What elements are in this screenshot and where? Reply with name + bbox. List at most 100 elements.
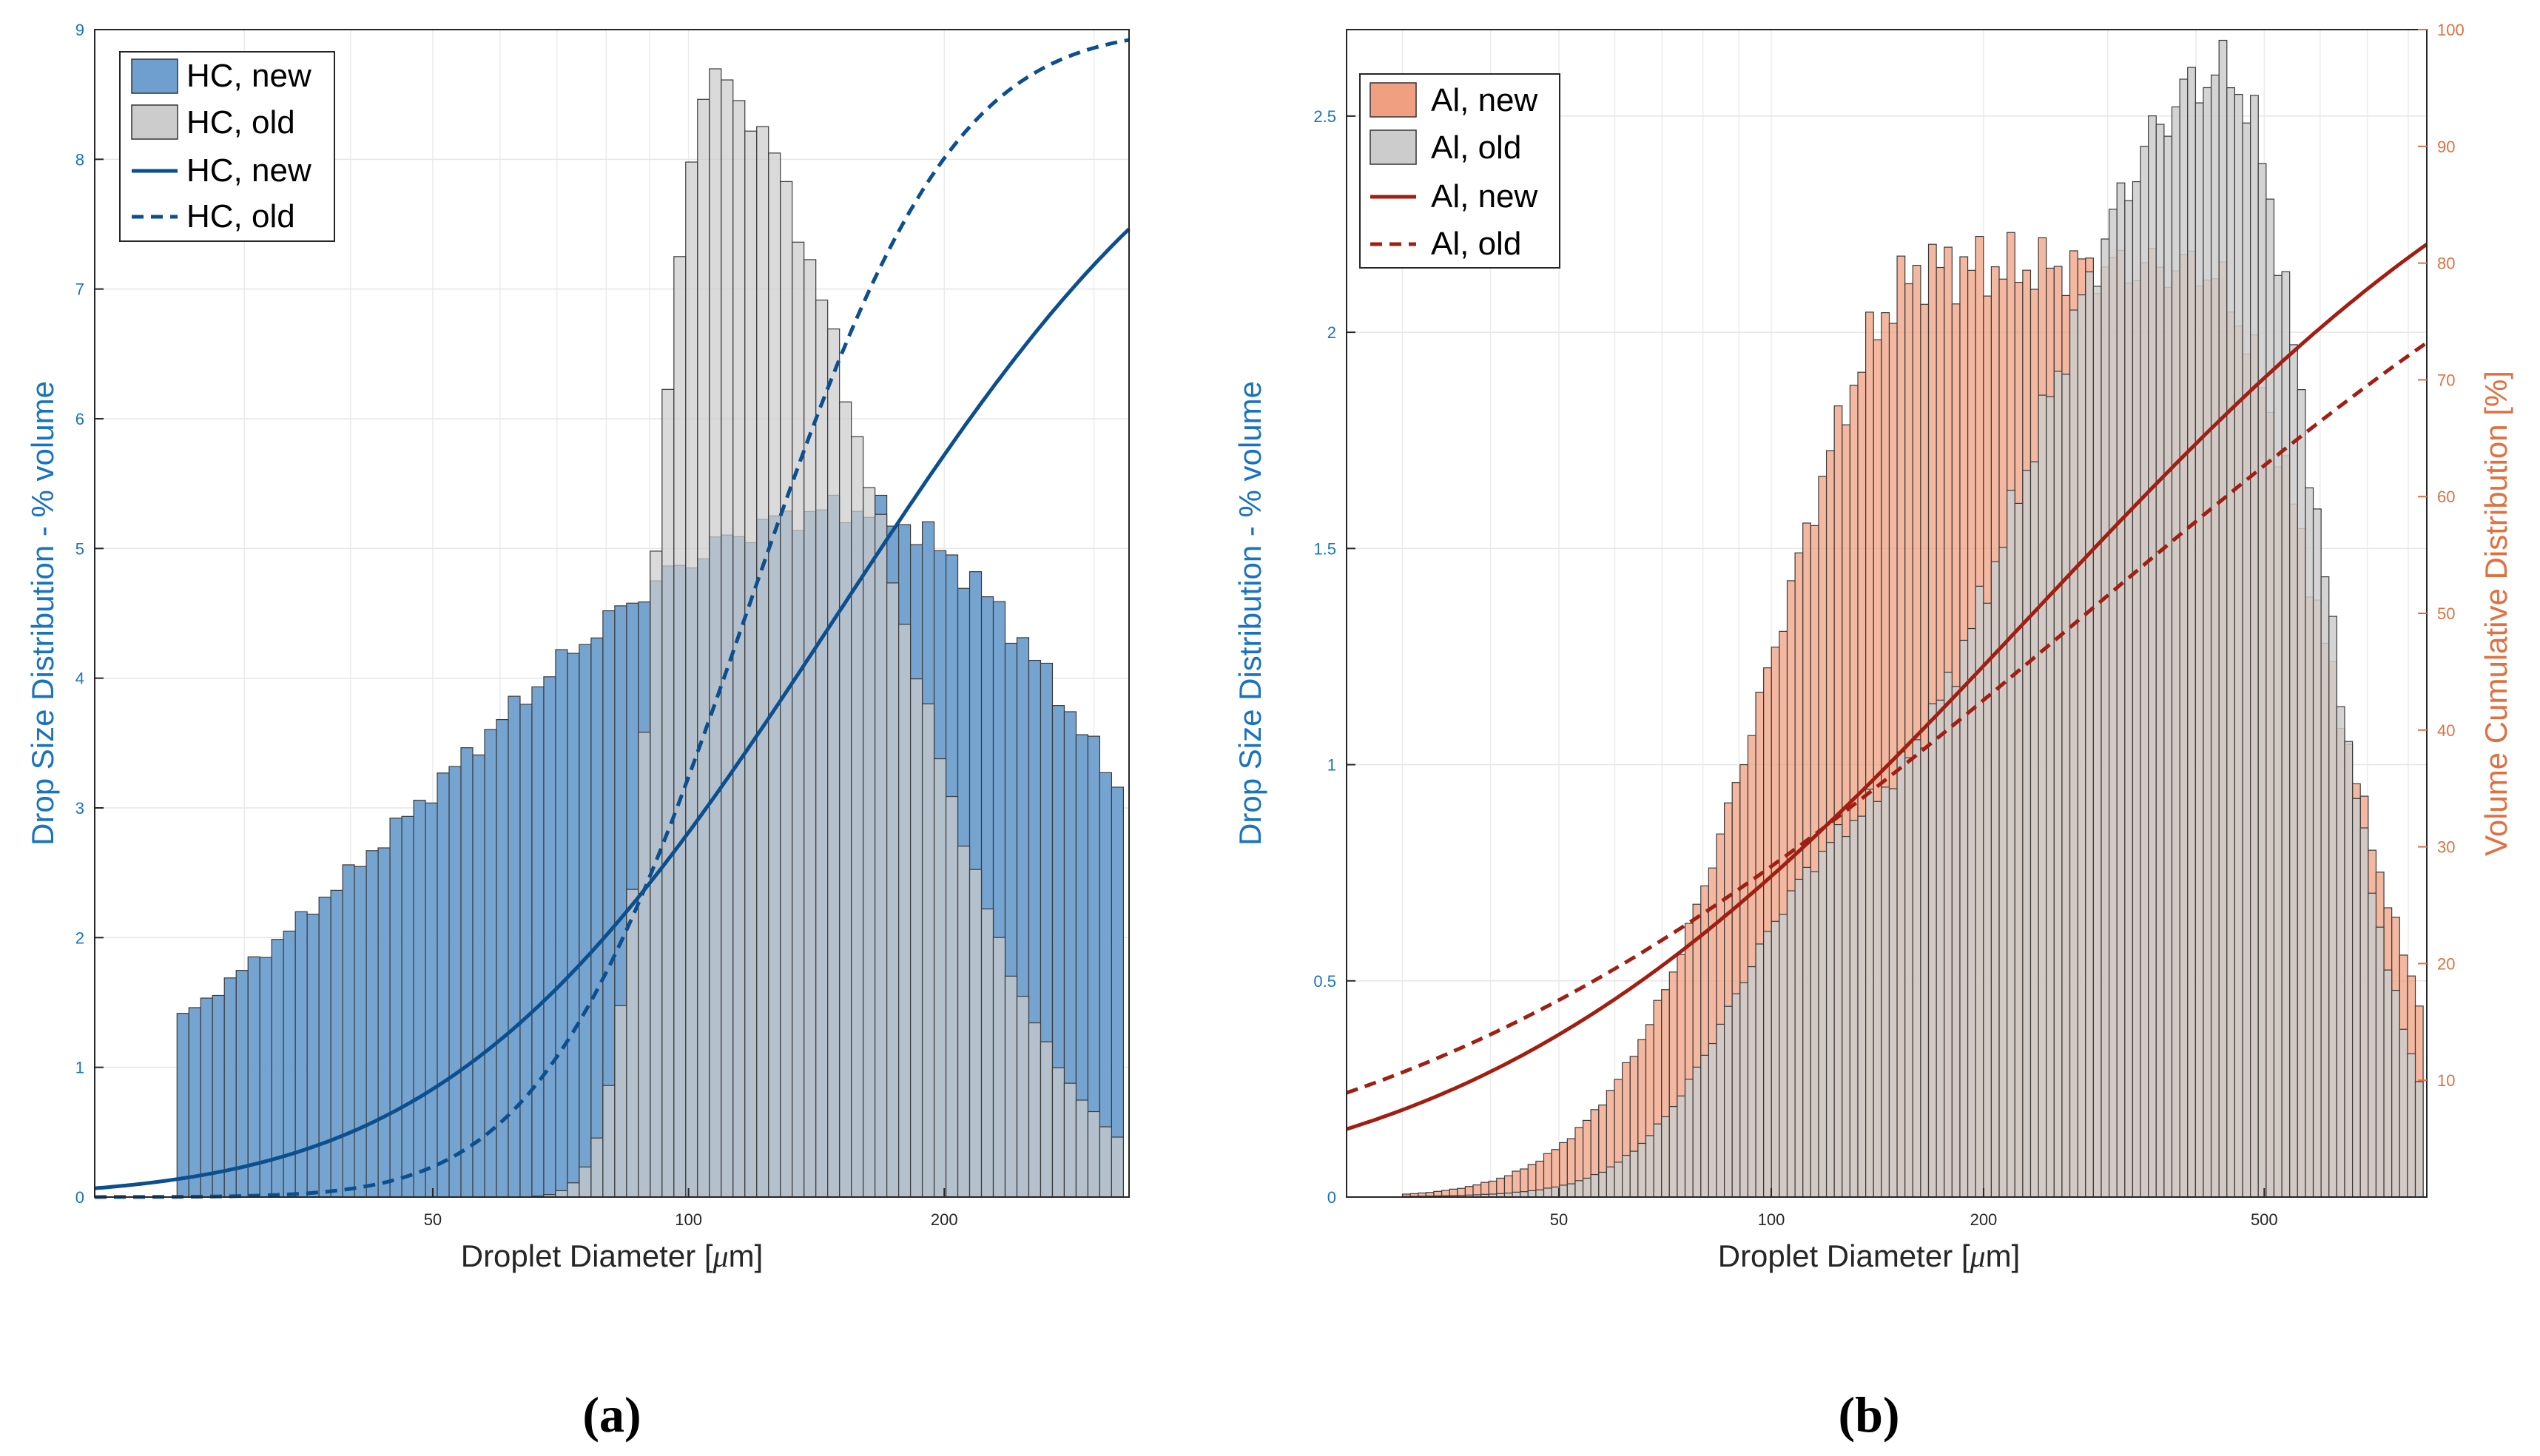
panel-b-old-bar	[2234, 94, 2243, 1198]
legend-label-hc-old-line: HC, old	[186, 198, 295, 235]
panel-a-old-bar	[579, 1166, 592, 1198]
panel-a-old-bar	[827, 328, 841, 1198]
panel-b-old-bar	[1559, 1184, 1568, 1198]
panel-b-old-bar	[2061, 374, 2071, 1198]
panel-b-old-bar	[2399, 1028, 2408, 1198]
panel-b-old-bar	[2351, 798, 2361, 1198]
panel-b-old-bar	[1810, 871, 1819, 1198]
panel-b-old-bar	[2218, 39, 2228, 1198]
panel-b-old-bar	[1983, 602, 1992, 1198]
panel-b-old-bar	[2140, 146, 2149, 1198]
panel-b-old-bar	[2187, 67, 2196, 1198]
panel-b-old-bar	[2273, 274, 2283, 1198]
panel-a-y-tick-label: 3	[75, 799, 84, 818]
panel-a-axes-box	[94, 29, 1130, 1198]
panel-b-old-bar	[2281, 271, 2291, 1198]
panel-a-old-bar	[768, 152, 781, 1198]
panel-b-old-bar	[1582, 1177, 1591, 1198]
panel-a-old-bar	[921, 703, 935, 1198]
panel-a-new-bar	[460, 747, 474, 1198]
panel-b-old-bar	[1614, 1162, 1623, 1198]
panel-b-old-bar	[1786, 890, 1796, 1198]
panel-b-y-tick-label: 2	[1327, 323, 1336, 342]
panel-b-old-bar	[1896, 751, 1906, 1198]
panel-b-old-bar	[2132, 181, 2141, 1198]
panel-b-old-bar	[2297, 389, 2306, 1198]
panel-b-old-bar	[2320, 576, 2330, 1198]
panel-a-new-bar	[365, 850, 379, 1198]
panel-a-old-bar	[697, 98, 710, 1198]
panel-a-old-bar	[661, 388, 675, 1198]
panel-b-old-bar	[2116, 182, 2126, 1198]
panel-b-x-tick-label: 100	[1758, 1210, 1785, 1229]
panel-b-lines	[1346, 243, 2428, 1131]
panel-b-y-right-tick-label: 100	[2437, 21, 2465, 39]
panel-b-old-bar	[1566, 1183, 1576, 1198]
panel-b-old-bar	[2148, 115, 2157, 1198]
panel-b-old-bar	[1716, 1023, 1725, 1198]
panel-b: 50 100 200 500 0 0.5 1 1.5 2 2.5 10 20 30 40 50 60 70 80 9…	[1233, 21, 2513, 1443]
panel-b-old-bar	[1520, 1191, 1529, 1198]
panel-a-new-bar	[247, 956, 260, 1198]
panel-a-old-bar	[638, 732, 651, 1198]
panel-b-old-bar	[1818, 850, 1827, 1198]
panel-b-old-bar	[1825, 842, 1835, 1198]
panel-a-old-bar	[555, 1190, 568, 1198]
panel-b-old-bar	[1684, 1079, 1694, 1198]
panel-a-old-bar	[732, 100, 746, 1198]
panel-a-new-bar	[318, 897, 331, 1198]
panel-b-old-bar	[2053, 371, 2063, 1198]
panel-b-y-right-tick-label: 40	[2437, 721, 2455, 740]
panel-a-new-bar	[590, 637, 604, 1198]
panel-b-old-bar	[2092, 286, 2102, 1198]
panel-a-old-bar	[721, 79, 734, 1198]
panel-a-new-bar	[543, 676, 556, 1198]
panel-b-caption: (b)	[1838, 1386, 1899, 1443]
panel-b-old-bar	[1739, 982, 1749, 1198]
panel-a-old-bar	[792, 241, 805, 1198]
panel-b-old-bar	[2029, 461, 2039, 1198]
panel-a-lines	[94, 38, 1131, 1199]
panel-a-new-bar	[354, 866, 367, 1198]
panel-b-y-tick-label: 0.5	[1313, 972, 1336, 991]
panel-b-old-bar	[2383, 969, 2393, 1198]
panel-b-old-bar	[1794, 878, 1804, 1198]
panel-b-old-bar	[1936, 699, 1945, 1198]
panel-b-x-axis-label-mu: μ	[1970, 1240, 1986, 1274]
panel-a-old-bar	[968, 869, 983, 1198]
panel-b-old-bar	[2171, 106, 2180, 1198]
panel-a-legend: HC, new HC, old HC, new HC, old	[119, 51, 335, 242]
panel-a-old-bar	[744, 130, 758, 1198]
panel-a-x-axis-label-prefix: Droplet Diameter [	[461, 1238, 713, 1273]
panel-b-y-right-tick-label: 50	[2437, 604, 2455, 623]
panel-a-cumulative-new-line	[94, 227, 1131, 1190]
panel-b-old-bar	[1606, 1166, 1615, 1198]
legend-label-al-old-line: Al, old	[1431, 226, 1521, 262]
panel-a-new-bar	[306, 914, 320, 1198]
panel-a-new-bar	[567, 653, 580, 1198]
panel-a-caption: (a)	[582, 1386, 641, 1443]
panel-a-new-bar	[212, 994, 225, 1198]
panel-a-old-bar	[1004, 975, 1018, 1198]
panel-a-y-tick-label: 0	[75, 1188, 84, 1207]
panel-b-old-bar	[1677, 1095, 1686, 1198]
panel-b-old-bar	[2085, 271, 2094, 1198]
panel-a-old-bar	[1016, 996, 1030, 1198]
panel-b-old-bar	[2242, 122, 2251, 1198]
panel-a-new-bar	[200, 997, 213, 1198]
panel-b-x-tick-label: 200	[1970, 1210, 1998, 1229]
panel-a-old-bar	[839, 401, 852, 1198]
panel-b-y-tick-label: 2.5	[1313, 107, 1336, 126]
panel-a-x-tick-label: 200	[931, 1210, 958, 1229]
panel-b-old-bar	[1731, 993, 1741, 1198]
panel-a-old-bar	[626, 889, 639, 1198]
legend-label-al-new-bar: Al, new	[1431, 82, 1538, 118]
panel-a-new-bar	[496, 718, 509, 1198]
panel-b-old-bar	[2109, 209, 2118, 1198]
panel-a-old-bar	[909, 678, 923, 1198]
panel-a-old-bar	[1111, 1136, 1124, 1198]
panel-a-old-bar	[875, 513, 888, 1198]
panel-b-old-bar	[2414, 1081, 2424, 1198]
panel-a-old-bar	[897, 624, 912, 1198]
panel-a-old-bar	[567, 1182, 580, 1198]
